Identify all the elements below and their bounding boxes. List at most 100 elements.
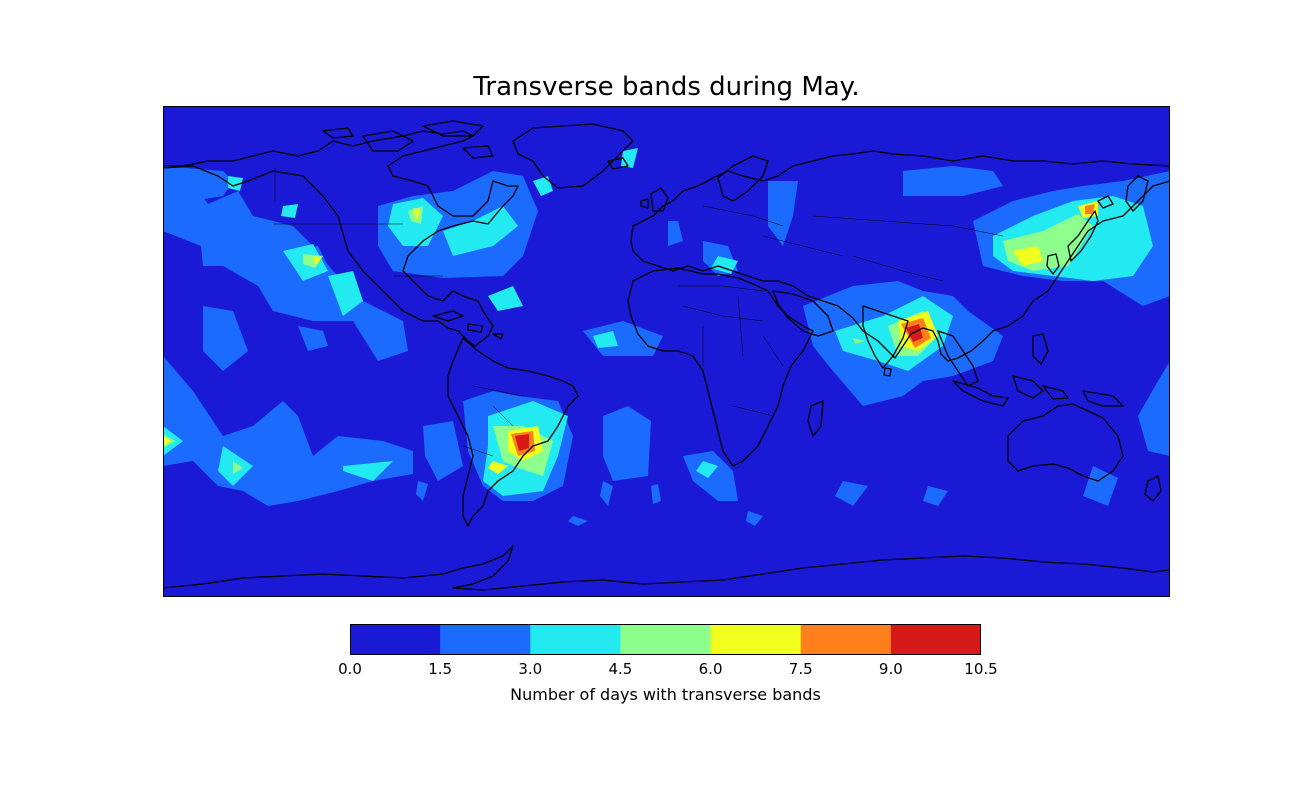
world-map xyxy=(163,106,1170,597)
border-line xyxy=(472,385,524,397)
coastline-north-america xyxy=(163,130,519,347)
border-line xyxy=(812,215,1004,237)
coastline-philippines xyxy=(1032,333,1049,365)
coastline-arabia xyxy=(772,290,834,337)
border-line xyxy=(762,335,784,367)
colorbar-tick-label: 1.5 xyxy=(428,660,453,678)
coastline-kamchatka xyxy=(1125,175,1149,212)
coastline-india xyxy=(862,305,909,369)
contour-region xyxy=(343,461,393,481)
contour-region xyxy=(281,204,298,218)
colorbar xyxy=(350,624,981,655)
coastline-antarctica xyxy=(163,545,1170,591)
border-line xyxy=(732,405,774,417)
contour-region xyxy=(413,208,420,221)
contour-region xyxy=(203,306,248,371)
border-line xyxy=(762,235,844,257)
contour-region xyxy=(228,176,243,191)
contour-region xyxy=(328,271,363,316)
coastline-indonesia xyxy=(952,375,1124,407)
contour-region xyxy=(163,176,408,361)
coastline-eurasia xyxy=(630,150,1170,362)
colorbar-label: Number of days with transverse bands xyxy=(510,685,821,704)
colorbar-segment xyxy=(440,624,531,655)
contour-region xyxy=(903,166,1003,196)
coastline-greenland xyxy=(512,123,634,189)
contour-region xyxy=(515,434,529,451)
coastlines xyxy=(163,120,1170,591)
chart-title: Transverse bands during May. xyxy=(473,72,860,102)
coastline-british-isles xyxy=(640,187,669,212)
contour-region xyxy=(768,181,798,246)
contour-region xyxy=(923,486,948,506)
contour-region xyxy=(488,286,523,311)
contour-region xyxy=(711,256,738,274)
coastline-caribbean xyxy=(432,310,504,340)
coastline-iceland xyxy=(607,157,629,170)
contour-region xyxy=(416,481,428,501)
contour-region xyxy=(1013,246,1043,266)
contour-region xyxy=(683,451,738,501)
coastline-africa xyxy=(627,267,814,467)
contour-region xyxy=(163,436,171,446)
coastline-korea xyxy=(1046,253,1060,275)
coastline-japan xyxy=(1067,195,1114,262)
contour-region xyxy=(1138,361,1170,456)
contour-region xyxy=(233,461,243,474)
colorbar-tick-label: 6.0 xyxy=(698,660,723,678)
coastline-newzealand xyxy=(1144,475,1162,502)
contour-region xyxy=(621,148,638,168)
colorbar-segment xyxy=(530,624,621,655)
coastline-south-america xyxy=(447,337,579,527)
contour-region xyxy=(651,484,661,504)
coastline-se-asia xyxy=(937,330,979,387)
coastline-srilanka xyxy=(883,367,892,377)
contour-region xyxy=(568,516,588,526)
colorbar-segment xyxy=(890,624,981,655)
contour-region xyxy=(593,331,618,348)
colorbar-tick-label: 0.0 xyxy=(338,660,362,678)
border-line xyxy=(682,305,764,322)
colorbar-tick-label: 3.0 xyxy=(518,660,543,678)
border-line xyxy=(702,205,784,227)
contour-region xyxy=(603,406,651,481)
border-line xyxy=(492,405,514,427)
contour-region xyxy=(443,206,518,256)
colorbar-tick-label: 9.0 xyxy=(878,660,903,678)
coastline-scandinavia xyxy=(717,155,769,202)
border-line xyxy=(852,255,944,282)
colorbar-frame xyxy=(350,624,981,655)
map-frame-border xyxy=(163,106,1170,597)
colorbar-segment xyxy=(350,624,441,655)
coastline-madagascar xyxy=(807,400,824,437)
contour-region xyxy=(298,326,328,351)
border-line xyxy=(462,445,494,457)
contour-region xyxy=(853,338,865,344)
contour-region xyxy=(533,176,553,196)
contour-region xyxy=(1083,466,1118,506)
contour-region xyxy=(163,166,233,206)
colorbar-segment xyxy=(710,624,802,655)
colorbar-tick-label: 10.5 xyxy=(964,660,998,678)
border-line xyxy=(737,295,744,357)
contour-region xyxy=(906,324,923,342)
contour-region xyxy=(696,461,718,478)
colorbar-tick-label: 7.5 xyxy=(788,660,813,678)
contour-region xyxy=(600,481,613,506)
contour-region xyxy=(1085,204,1095,214)
country-borders xyxy=(273,168,1004,457)
contour-region xyxy=(668,221,683,246)
contour-region xyxy=(488,461,508,474)
contour-level-6 xyxy=(515,324,923,451)
coastline-australia xyxy=(1007,403,1124,482)
contour-region xyxy=(746,511,763,526)
contour-region xyxy=(423,421,463,481)
contour-region xyxy=(413,246,448,266)
colorbar-tick-label: 4.5 xyxy=(608,660,633,678)
colorbar-segment xyxy=(800,624,892,655)
coastline-arctic-islands xyxy=(322,120,494,159)
colorbar-segment xyxy=(620,624,712,655)
border-line xyxy=(678,285,764,292)
contour-region xyxy=(835,481,868,506)
